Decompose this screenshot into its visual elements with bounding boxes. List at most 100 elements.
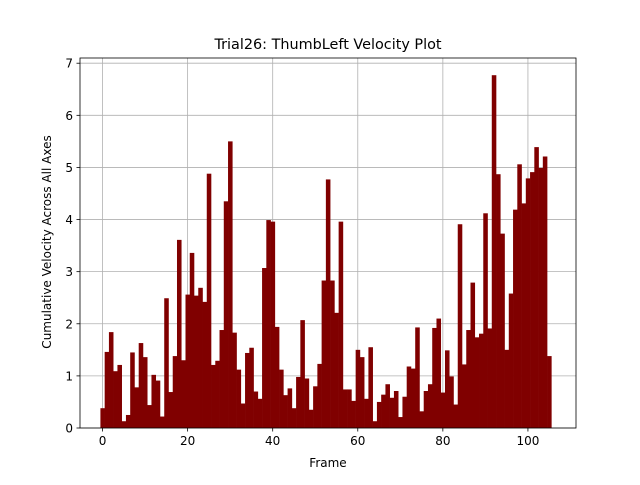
bar xyxy=(134,387,140,428)
bar xyxy=(253,391,259,428)
bar xyxy=(142,357,148,428)
bar xyxy=(351,400,356,428)
bar xyxy=(249,347,254,428)
bar xyxy=(198,287,203,428)
bar xyxy=(245,352,250,428)
bar xyxy=(164,298,169,428)
bar xyxy=(517,164,522,428)
bar xyxy=(423,391,429,428)
x-tick-label: 100 xyxy=(516,434,539,448)
bar xyxy=(402,396,407,428)
bar xyxy=(321,280,327,428)
bar xyxy=(317,363,322,428)
bar xyxy=(444,350,450,428)
bar xyxy=(228,141,233,428)
bar xyxy=(185,294,191,428)
bar xyxy=(176,239,182,428)
bar xyxy=(542,156,548,428)
bar xyxy=(457,224,463,428)
bar xyxy=(172,356,178,428)
bar xyxy=(453,404,459,428)
bar xyxy=(466,330,471,428)
bar xyxy=(440,392,446,428)
bar xyxy=(232,332,237,428)
bar xyxy=(479,333,484,428)
bar xyxy=(534,147,539,428)
bar xyxy=(279,369,284,428)
bar xyxy=(415,327,420,428)
bar xyxy=(257,398,263,428)
bar xyxy=(300,320,305,428)
x-tick-label: 60 xyxy=(350,434,365,448)
bar xyxy=(304,378,310,428)
y-tick-label: 2 xyxy=(65,317,73,331)
bar xyxy=(410,368,416,428)
bar xyxy=(436,318,442,428)
bar xyxy=(474,337,480,428)
bar xyxy=(491,75,497,429)
bar xyxy=(389,397,395,428)
bar xyxy=(121,421,127,428)
x-axis-ticks: 0 20 40 60 80 100 xyxy=(99,428,539,448)
bar xyxy=(138,343,144,428)
bar xyxy=(419,411,425,428)
bar xyxy=(147,405,152,428)
bar xyxy=(500,233,505,428)
bar xyxy=(449,376,454,428)
bar xyxy=(113,371,118,428)
bar xyxy=(108,332,114,428)
y-tick-label: 5 xyxy=(65,161,73,175)
bar xyxy=(372,421,378,428)
bar xyxy=(330,280,335,428)
bar xyxy=(385,384,390,428)
bar xyxy=(240,403,246,428)
y-tick-label: 3 xyxy=(65,265,73,279)
bar xyxy=(189,252,195,428)
bar xyxy=(296,376,301,428)
bar xyxy=(393,391,399,428)
bar xyxy=(181,360,186,428)
bar xyxy=(236,369,242,428)
x-tick-label: 40 xyxy=(265,434,280,448)
bar xyxy=(168,392,174,428)
bar xyxy=(219,330,225,428)
bar xyxy=(547,356,552,428)
bar xyxy=(274,326,280,428)
chart-title: Trial26: ThumbLeft Velocity Plot xyxy=(213,37,441,53)
bar xyxy=(483,213,488,428)
bar xyxy=(270,221,276,428)
y-tick-label: 6 xyxy=(65,109,73,123)
bar xyxy=(342,389,348,428)
plot-border xyxy=(79,57,577,429)
bar xyxy=(308,409,314,428)
y-tick-label: 0 xyxy=(65,422,73,436)
bar xyxy=(359,357,365,428)
bar xyxy=(206,173,212,428)
bar xyxy=(427,384,433,428)
bar xyxy=(130,352,135,428)
bar xyxy=(432,327,437,428)
bar xyxy=(100,408,105,428)
y-tick-label: 7 xyxy=(65,57,73,71)
bar xyxy=(215,360,220,428)
bar xyxy=(334,312,339,428)
bar xyxy=(355,349,361,428)
bars xyxy=(100,75,552,429)
bar xyxy=(287,388,293,428)
y-axis-ticks: 0 1 2 3 4 5 6 7 xyxy=(65,57,80,436)
x-tick-label: 80 xyxy=(435,434,450,448)
bar xyxy=(406,366,412,428)
bar xyxy=(461,364,467,428)
y-axis-label: Cumulative Velocity Across All Axes xyxy=(40,135,54,348)
x-axis-label: Frame xyxy=(309,456,346,470)
bar xyxy=(368,347,373,428)
bar xyxy=(521,203,527,428)
bar xyxy=(202,301,208,428)
bar xyxy=(262,268,267,428)
bar xyxy=(223,201,229,428)
x-tick-label: 0 xyxy=(99,434,107,448)
axes-frame xyxy=(79,57,577,429)
bar xyxy=(376,401,382,428)
